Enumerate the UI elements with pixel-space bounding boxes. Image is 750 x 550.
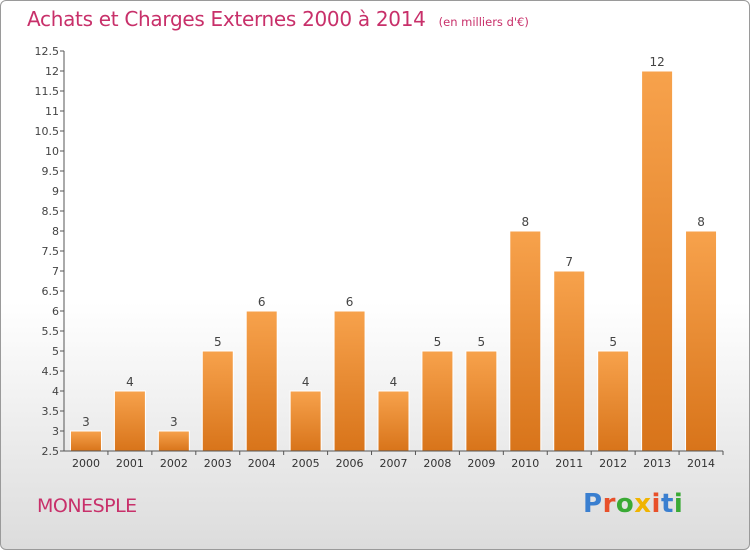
bar-2007 bbox=[377, 390, 410, 452]
logo-letter: i bbox=[651, 489, 661, 519]
bar-value-label: 4 bbox=[126, 375, 134, 389]
x-tick-label: 2008 bbox=[423, 457, 451, 470]
bar-value-label: 8 bbox=[521, 215, 529, 229]
bar-value-label: 8 bbox=[697, 215, 705, 229]
y-tick-label: 3.5 bbox=[42, 405, 60, 418]
x-tick-label: 2003 bbox=[204, 457, 232, 470]
logo-letter: o bbox=[615, 489, 635, 519]
logo-letter: r bbox=[602, 489, 616, 519]
x-tick-label: 2014 bbox=[687, 457, 715, 470]
bar-2013 bbox=[641, 70, 674, 452]
bar-2002 bbox=[157, 430, 190, 452]
x-tick-label: 2006 bbox=[336, 457, 364, 470]
bar-value-label: 7 bbox=[565, 255, 573, 269]
logo-letter: P bbox=[583, 489, 603, 519]
y-axis: 2.5 3 3.5 4 4.5 5 5.5 6 6.5 7 7.5 8 8.5 9 9.5 10 10.5 11 1… bbox=[35, 45, 65, 458]
x-tick-label: 2010 bbox=[511, 457, 539, 470]
logo-letter: t bbox=[660, 489, 674, 519]
bar-value-label: 3 bbox=[170, 415, 178, 429]
bar-2005 bbox=[289, 390, 322, 452]
bar-value-label: 6 bbox=[258, 295, 266, 309]
y-tick-label: 3 bbox=[52, 425, 59, 438]
bar-2006 bbox=[333, 310, 366, 452]
y-tick-label: 9 bbox=[52, 185, 59, 198]
logo-letter: i bbox=[673, 489, 684, 519]
bar-value-label: 5 bbox=[609, 335, 617, 349]
bar-value-label: 12 bbox=[649, 55, 664, 69]
bar-value-label: 6 bbox=[346, 295, 354, 309]
y-tick-label: 8.5 bbox=[42, 205, 60, 218]
bar-value-label: 5 bbox=[434, 335, 442, 349]
bar-2014 bbox=[685, 230, 718, 452]
y-tick-label: 10.5 bbox=[35, 125, 60, 138]
x-tick-label: 2000 bbox=[72, 457, 100, 470]
y-tick-label: 4 bbox=[52, 385, 59, 398]
chart-title: Achats et Charges Externes 2000 à 2014 bbox=[27, 7, 426, 31]
unit-note: (en milliers d'€) bbox=[438, 15, 529, 29]
y-tick-label: 6 bbox=[52, 305, 59, 318]
y-tick-label: 7.5 bbox=[42, 245, 60, 258]
y-tick-label: 5 bbox=[52, 345, 59, 358]
bar-2009 bbox=[465, 350, 498, 452]
y-tick-label: 11.5 bbox=[35, 85, 60, 98]
y-tick-label: 11 bbox=[45, 105, 59, 118]
x-tick-label: 2001 bbox=[116, 457, 144, 470]
bar-value-label: 4 bbox=[302, 375, 310, 389]
y-tick-label: 5.5 bbox=[42, 325, 60, 338]
bar-value-label: 4 bbox=[390, 375, 398, 389]
bar-2004 bbox=[245, 310, 278, 452]
y-tick-label: 4.5 bbox=[42, 365, 60, 378]
y-tick-label: 2.5 bbox=[42, 445, 60, 458]
y-tick-label: 9.5 bbox=[42, 165, 60, 178]
x-tick-label: 2012 bbox=[599, 457, 627, 470]
y-tick-label: 6.5 bbox=[42, 285, 60, 298]
y-tick-label: 12 bbox=[45, 65, 59, 78]
bar-2012 bbox=[597, 350, 630, 452]
commune-name: MONESPLE bbox=[37, 495, 137, 517]
proxiti-logo: Proxiti bbox=[583, 489, 683, 519]
y-tick-label: 7 bbox=[52, 265, 59, 278]
x-tick-label: 2004 bbox=[248, 457, 276, 470]
bar-value-label: 3 bbox=[82, 415, 90, 429]
x-tick-label: 2013 bbox=[643, 457, 671, 470]
bar-2010 bbox=[509, 230, 542, 452]
x-tick-label: 2005 bbox=[292, 457, 320, 470]
bar-2011 bbox=[553, 270, 586, 452]
bars: 3 4 3 5 6 4 6 4 5 5 8 7 5 12 8 bbox=[69, 55, 718, 452]
x-tick-label: 2011 bbox=[555, 457, 583, 470]
bar-2008 bbox=[421, 350, 454, 452]
bar-2000 bbox=[69, 430, 102, 452]
logo-letter: x bbox=[634, 489, 652, 519]
x-axis: 2000 2001 2002 2003 2004 2005 2006 2007 2008 2009… bbox=[64, 450, 724, 470]
x-tick-label: 2009 bbox=[467, 457, 495, 470]
bar-2001 bbox=[113, 390, 146, 452]
y-tick-label: 8 bbox=[52, 225, 59, 238]
bar-value-label: 5 bbox=[214, 335, 222, 349]
y-tick-label: 10 bbox=[45, 145, 59, 158]
y-tick-label: 12.5 bbox=[35, 45, 60, 58]
bar-value-label: 5 bbox=[478, 335, 486, 349]
x-tick-label: 2002 bbox=[160, 457, 188, 470]
title-row: Achats et Charges Externes 2000 à 2014 (… bbox=[27, 7, 529, 31]
x-tick-label: 2007 bbox=[380, 457, 408, 470]
bar-2003 bbox=[201, 350, 234, 452]
